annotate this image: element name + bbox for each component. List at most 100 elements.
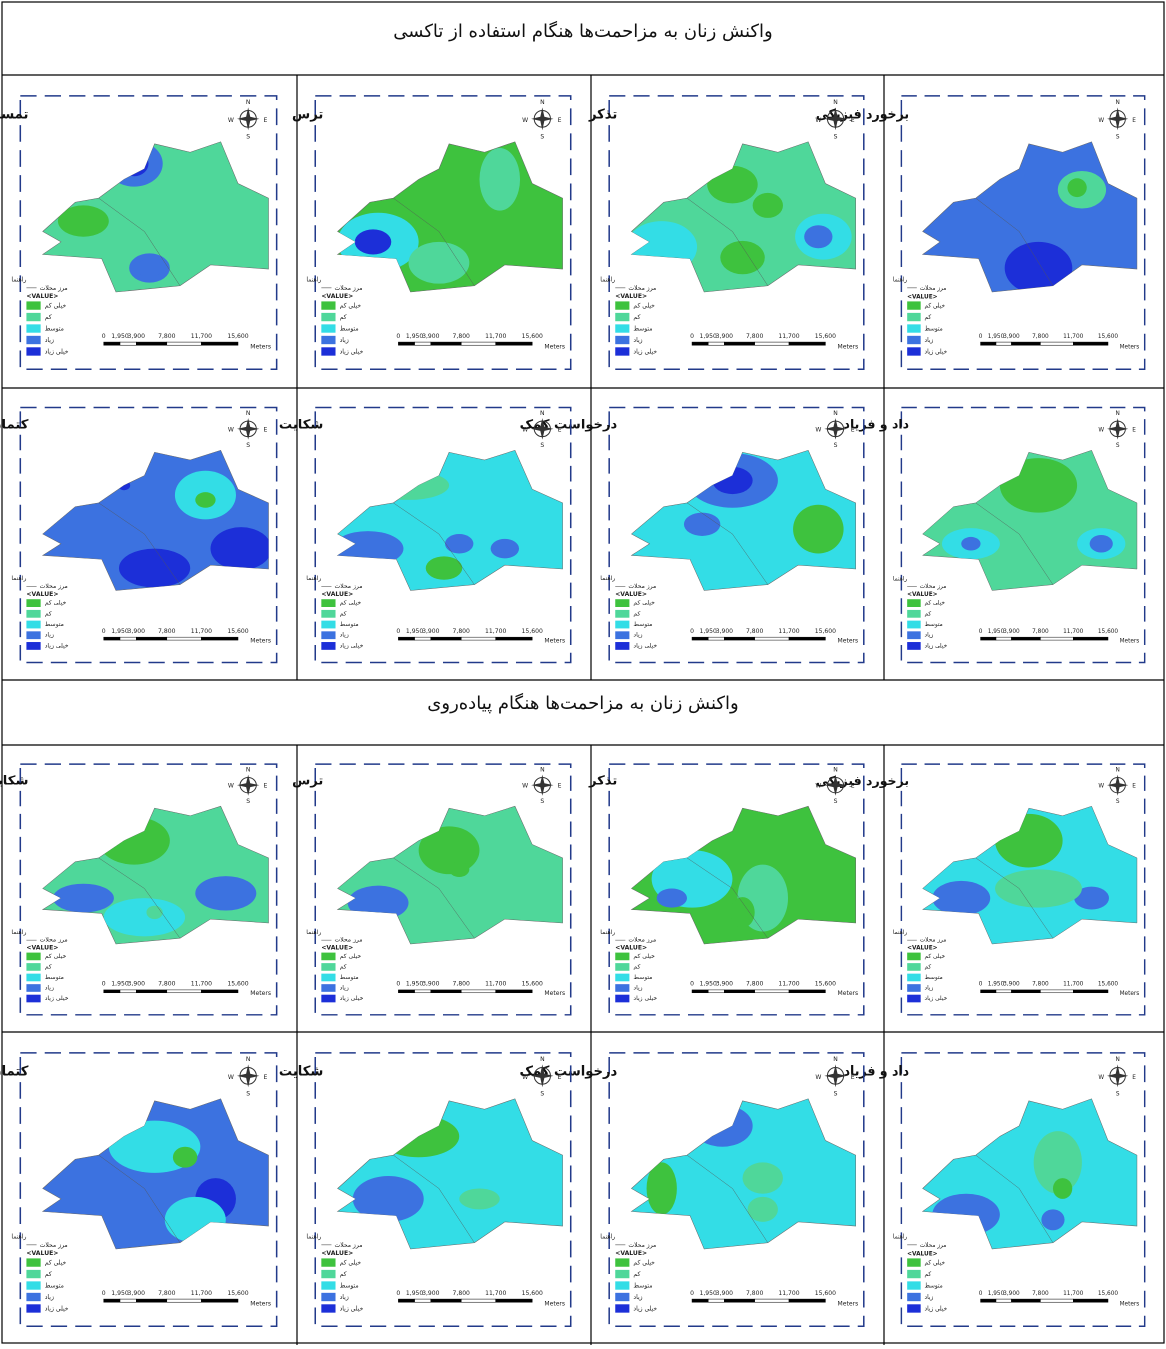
compass: N S W E bbox=[815, 99, 854, 141]
compass-label: E bbox=[558, 117, 562, 124]
map-panel: شکایت N S W E راهنما مرز محلات<VALUE> خیلی کم کم… bbox=[0, 763, 278, 1016]
scale-segment bbox=[119, 1298, 137, 1303]
compass-label: E bbox=[264, 784, 268, 790]
map-zone bbox=[103, 898, 186, 937]
map-frame bbox=[900, 95, 1146, 371]
scale-label: 3,900 bbox=[128, 628, 146, 635]
legend-boundary: مرز محلات bbox=[335, 285, 363, 292]
legend-class: زیاد bbox=[633, 1294, 642, 1301]
map-zone bbox=[449, 861, 470, 878]
district-lines bbox=[686, 1154, 768, 1243]
legend-swatch bbox=[321, 599, 336, 607]
scale-label: 7,800 bbox=[1032, 629, 1049, 635]
legend-title: راهنما bbox=[306, 930, 321, 936]
scale-label: 0 bbox=[979, 1290, 983, 1297]
map-frame bbox=[608, 95, 865, 371]
legend-swatch bbox=[321, 994, 336, 1003]
scale-segment bbox=[201, 989, 239, 994]
legend-swatch bbox=[615, 620, 630, 629]
compass-label: W bbox=[815, 784, 821, 790]
legend-swatch bbox=[26, 642, 41, 650]
compass: N S W E bbox=[228, 767, 268, 804]
compass-label: W bbox=[1098, 784, 1104, 790]
scale-label: 0 bbox=[396, 982, 400, 988]
legend-class: متوسط bbox=[633, 621, 652, 628]
legend-swatch bbox=[907, 631, 921, 640]
scale-segment bbox=[788, 989, 826, 994]
map-zone bbox=[692, 1105, 753, 1147]
compass-label: W bbox=[815, 117, 821, 124]
legend-value: <VALUE> bbox=[615, 293, 647, 300]
legend-swatch bbox=[26, 609, 41, 618]
scale-label: 7,800 bbox=[1032, 982, 1049, 988]
legend-title: راهنما bbox=[11, 930, 26, 936]
scale-label: 15,600 bbox=[522, 333, 543, 340]
legend-swatch bbox=[321, 642, 336, 650]
legend-class: خیلی زیاد bbox=[45, 348, 69, 355]
scale-segment bbox=[1011, 1298, 1041, 1303]
map-zone bbox=[52, 883, 114, 913]
legend-class: متوسط bbox=[633, 1282, 652, 1289]
legend-title: راهنما bbox=[306, 1233, 321, 1240]
map-title: شکایت bbox=[0, 774, 28, 789]
map-zone bbox=[210, 527, 269, 571]
scale-segment bbox=[398, 636, 415, 641]
legend-swatch bbox=[321, 963, 336, 971]
compass-label: W bbox=[1098, 427, 1104, 433]
legend-value: <VALUE> bbox=[321, 1250, 353, 1257]
district-lines bbox=[393, 502, 475, 585]
scale-label: 3,900 bbox=[1003, 982, 1020, 988]
legend-class: کم bbox=[340, 610, 347, 617]
scale-segment bbox=[788, 341, 826, 346]
map-frame bbox=[900, 763, 1146, 1016]
scale-label: 11,700 bbox=[191, 628, 213, 635]
scale-unit: Meters bbox=[250, 638, 271, 645]
compass-label: S bbox=[246, 442, 250, 449]
legend-swatch bbox=[615, 994, 630, 1003]
scale-label: 15,600 bbox=[815, 333, 836, 340]
legend-boundary: مرز محلات bbox=[628, 938, 656, 944]
scale-segment bbox=[707, 1298, 725, 1303]
scale-unit: Meters bbox=[250, 343, 271, 350]
scale-label: 11,700 bbox=[485, 628, 506, 635]
scale-label: 3,900 bbox=[716, 628, 734, 635]
legend-class: خیلی زیاد bbox=[925, 643, 948, 649]
scale-segment bbox=[724, 1298, 755, 1303]
scale-segment bbox=[995, 636, 1012, 641]
compass-label: E bbox=[558, 784, 562, 790]
scale-label: 3,900 bbox=[1003, 629, 1020, 635]
legend-class: کم bbox=[633, 610, 640, 617]
legend-swatch bbox=[907, 973, 921, 982]
compass-label: W bbox=[815, 1074, 821, 1081]
legend-class: خیلی زیاد bbox=[925, 996, 948, 1002]
scale-segment bbox=[1040, 636, 1074, 641]
legend-swatch bbox=[907, 963, 921, 971]
legend-swatch bbox=[615, 1304, 630, 1313]
map-zone bbox=[367, 470, 450, 500]
scale-segment bbox=[1011, 636, 1041, 641]
compass-star bbox=[1107, 774, 1129, 796]
legend-swatch bbox=[26, 1258, 41, 1267]
scale-segment bbox=[430, 989, 462, 994]
scale-segment bbox=[1040, 989, 1074, 994]
legend-boundary: مرز محلات bbox=[335, 1242, 363, 1249]
legend-swatch bbox=[26, 984, 41, 992]
legend-class: کم bbox=[340, 1271, 347, 1278]
compass-label: E bbox=[851, 1074, 855, 1081]
district-lines bbox=[393, 197, 475, 286]
legend-swatch bbox=[907, 1281, 921, 1290]
scale-segment bbox=[707, 341, 725, 346]
scale-segment bbox=[460, 989, 496, 994]
map-zone bbox=[172, 1146, 198, 1168]
scale-label: 0 bbox=[396, 628, 400, 635]
legend-class: خیلی کم bbox=[45, 953, 67, 960]
map-zone bbox=[631, 221, 698, 274]
legend-class: زیاد bbox=[45, 986, 54, 992]
legend-class: زیاد bbox=[925, 1294, 934, 1301]
compass-label: W bbox=[1098, 117, 1104, 124]
scale-label: 11,700 bbox=[778, 982, 799, 988]
compass-label: N bbox=[540, 767, 545, 773]
scale-label: 0 bbox=[979, 982, 983, 988]
scale-label: 1,950 bbox=[988, 1290, 1005, 1297]
compass: N S W E bbox=[522, 1056, 561, 1098]
